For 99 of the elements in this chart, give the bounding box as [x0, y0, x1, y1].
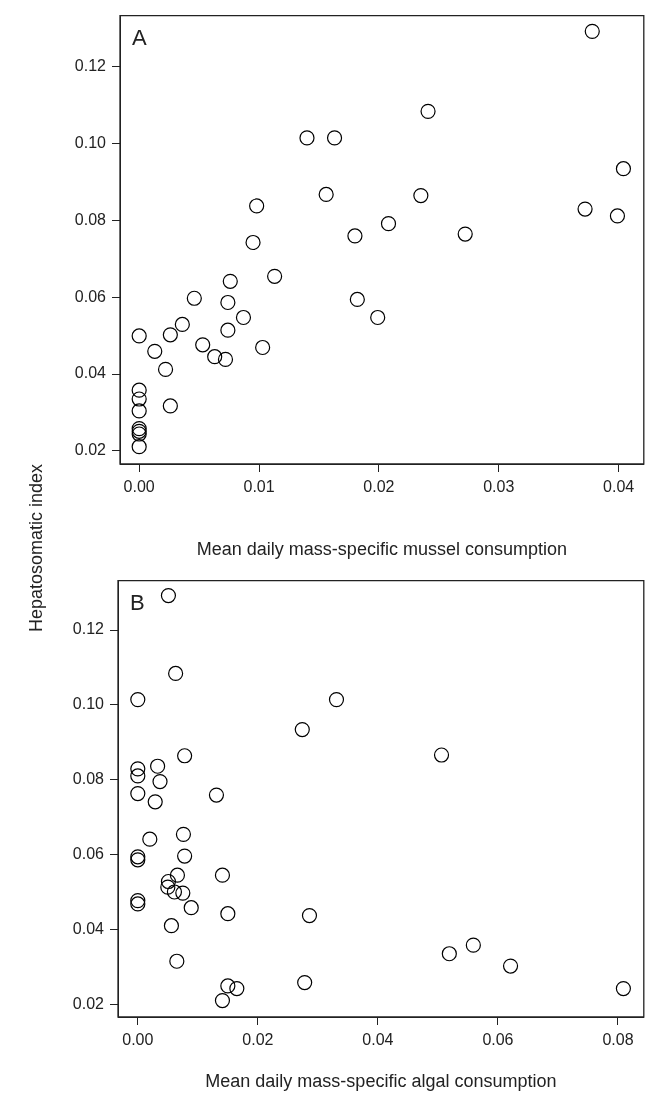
point — [217, 351, 234, 367]
point — [214, 992, 231, 1009]
point — [162, 327, 178, 343]
point — [131, 328, 147, 344]
x-tick-label: 0.06 — [482, 1031, 514, 1049]
point — [318, 186, 334, 203]
point — [163, 918, 180, 934]
point — [370, 309, 386, 326]
point — [615, 161, 632, 177]
x-axis-title: Mean daily mass-specific algal consumption — [205, 1071, 557, 1092]
point — [229, 980, 245, 997]
point — [297, 974, 313, 991]
point — [249, 198, 265, 214]
x-tick-label: 0.04 — [603, 478, 635, 496]
x-tick-label: 0.01 — [243, 478, 275, 496]
point — [433, 747, 450, 763]
point — [294, 721, 310, 738]
point — [577, 201, 593, 217]
y-tick-label: 0.10 — [72, 695, 105, 713]
point — [131, 391, 147, 407]
y-axis-title: Hepatosomatic index — [25, 463, 47, 633]
point — [160, 879, 176, 895]
y-tick-label: 0.12 — [72, 620, 105, 638]
annotation: A — [132, 24, 147, 50]
y-tick-label: 0.08 — [72, 770, 105, 788]
y-tick-label: 0.04 — [72, 919, 105, 937]
y-tick-label: 0.06 — [72, 844, 105, 862]
point — [152, 773, 168, 790]
point — [420, 103, 436, 119]
point — [465, 937, 481, 953]
point — [169, 867, 186, 883]
point — [183, 900, 199, 916]
point — [169, 953, 185, 969]
point — [220, 322, 236, 338]
point — [130, 761, 146, 777]
point — [220, 294, 236, 311]
point — [131, 439, 147, 455]
point — [457, 226, 473, 242]
y-tick-label: 0.12 — [74, 56, 107, 74]
point — [328, 692, 345, 708]
point — [301, 907, 318, 924]
point — [441, 946, 457, 962]
point — [220, 978, 236, 994]
point — [157, 361, 174, 377]
point — [207, 349, 223, 365]
point — [413, 187, 429, 204]
y-tick-label: 0.08 — [74, 210, 107, 228]
point — [255, 339, 271, 356]
point — [609, 208, 626, 224]
y-tick-label: 0.10 — [74, 133, 107, 151]
point — [130, 692, 146, 708]
y-tick-label: 0.02 — [74, 441, 107, 459]
x-tick-label: 0.03 — [483, 478, 515, 496]
point — [245, 234, 261, 251]
point — [162, 398, 178, 414]
point — [214, 867, 231, 883]
point — [347, 228, 363, 244]
point — [195, 337, 211, 353]
x-tick-label: 0.00 — [122, 1031, 154, 1049]
point — [175, 885, 191, 901]
point — [174, 316, 190, 332]
x-tick-label: 0.04 — [362, 1031, 394, 1049]
point — [222, 273, 238, 289]
point — [130, 785, 146, 802]
point — [131, 382, 147, 398]
point — [130, 768, 146, 784]
x-axis-title: Mean daily mass-specific mussel consumption — [196, 539, 567, 560]
point — [168, 665, 184, 682]
y-tick-label: 0.06 — [74, 287, 107, 305]
point — [160, 587, 177, 604]
point — [160, 873, 177, 890]
x-tick-label: 0.02 — [242, 1031, 274, 1049]
point — [131, 403, 147, 419]
point — [208, 787, 225, 803]
point — [326, 130, 343, 146]
x-tick-label: 0.02 — [363, 478, 395, 496]
point — [147, 343, 163, 359]
point — [615, 980, 631, 997]
point — [166, 884, 183, 900]
y-tick-label: 0.02 — [72, 994, 105, 1012]
point — [147, 794, 163, 810]
x-tick-label: 0.08 — [602, 1031, 634, 1049]
point — [142, 831, 158, 847]
point — [267, 268, 283, 284]
point — [299, 130, 315, 146]
point — [177, 848, 193, 864]
point — [502, 958, 519, 974]
point — [235, 309, 252, 326]
point — [186, 290, 202, 306]
point — [349, 291, 365, 308]
x-tick-label: 0.00 — [123, 478, 155, 496]
point — [380, 216, 397, 232]
point — [177, 748, 193, 764]
point — [220, 906, 236, 922]
annotation: B — [130, 589, 145, 615]
point — [150, 758, 166, 774]
point — [584, 23, 600, 39]
y-tick-label: 0.04 — [74, 364, 107, 382]
point — [175, 826, 192, 842]
